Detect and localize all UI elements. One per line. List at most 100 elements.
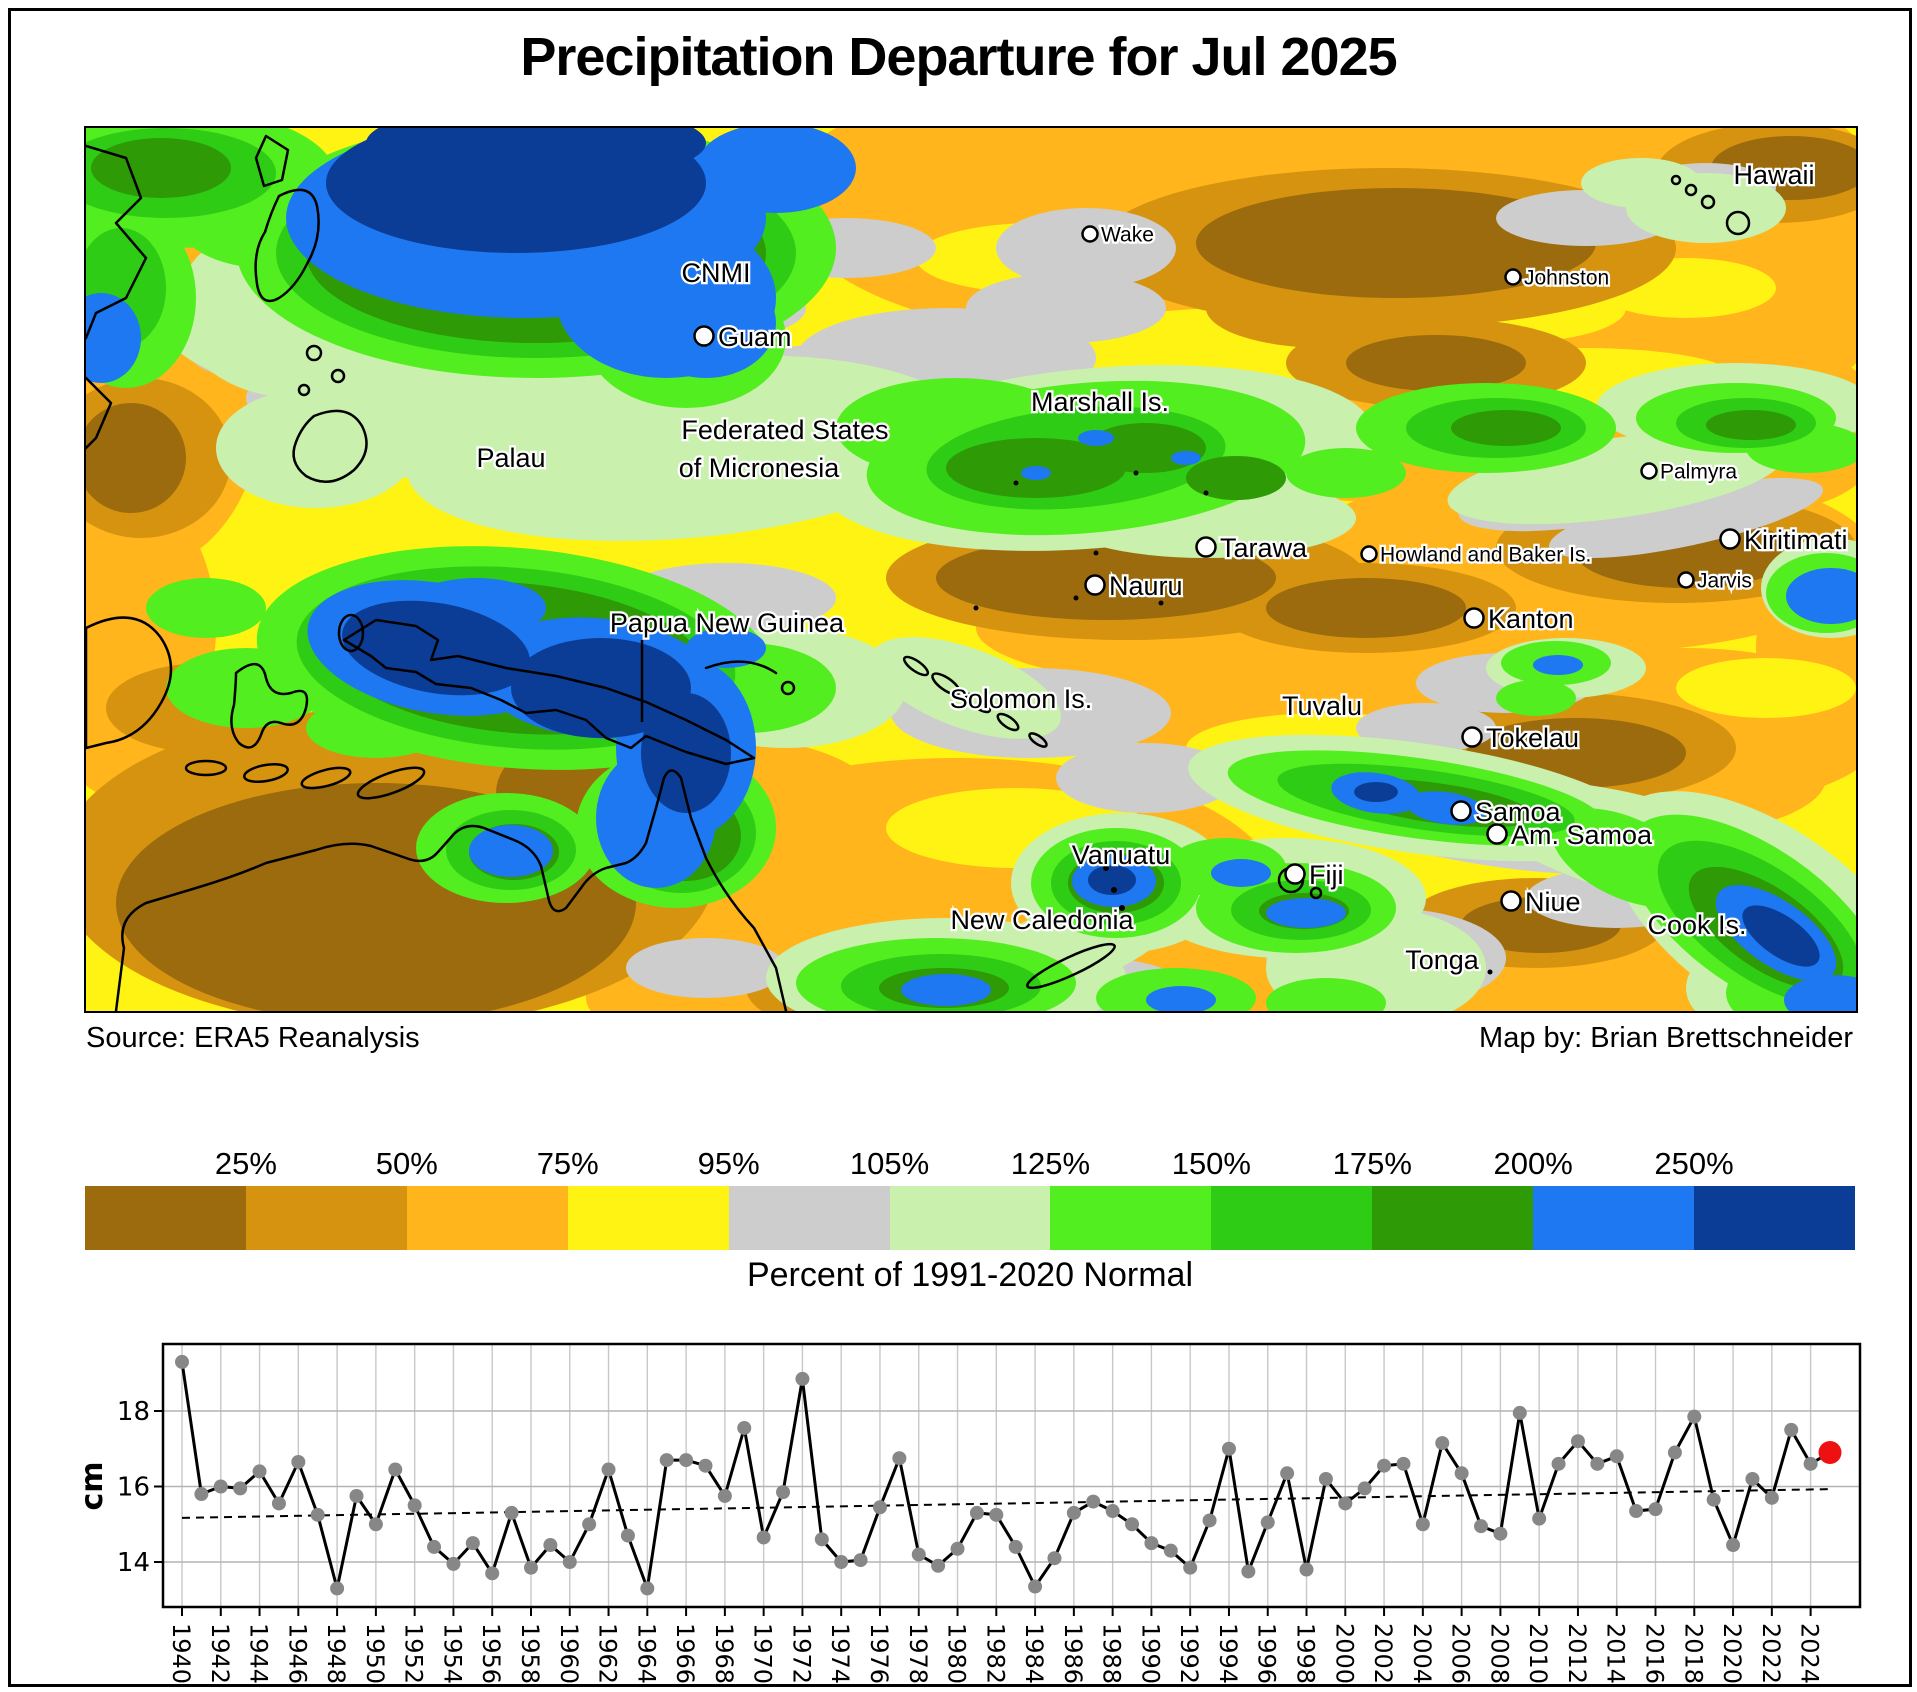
- legend-swatch-7: [1211, 1186, 1373, 1250]
- legend-tick-125: 125%: [1010, 1146, 1091, 1181]
- asia-coast-2: [86, 376, 113, 450]
- lombok-outline: [184, 759, 228, 777]
- map-label-hawaii: Hawaii: [1733, 160, 1814, 190]
- data-point-1959: [543, 1538, 558, 1553]
- map-label-of-micronesia: of Micronesia: [679, 453, 841, 483]
- data-point-1941: [194, 1487, 209, 1502]
- data-point-2013: [1590, 1456, 1605, 1471]
- x-tick-2010: 2010: [1524, 1623, 1552, 1684]
- data-point-1988: [1105, 1504, 1120, 1519]
- x-tick-1952: 1952: [400, 1623, 428, 1684]
- legend-tick-labels: 25% 50% 75% 95% 105% 125% 150% 175% 200% 250%: [0, 1146, 1917, 1182]
- x-tick-1998: 1998: [1292, 1623, 1320, 1684]
- data-point-1981: [969, 1505, 984, 1520]
- data-point-1958: [523, 1560, 538, 1575]
- map-label-cnmi: CNMI: [682, 258, 751, 288]
- map-label-kiritimati: Kiritimati: [1744, 525, 1848, 555]
- map-marker-kanton: [1463, 607, 1485, 629]
- x-tick-1940: 1940: [167, 1623, 195, 1684]
- x-tick-1956: 1956: [477, 1623, 505, 1684]
- timor-outline: [356, 766, 426, 800]
- x-tick-labels: 1940 1942 1944 1946 1948 1950 1952 1954 1956 1958…: [167, 1623, 1824, 1684]
- legend-tick-150: 150%: [1171, 1146, 1251, 1181]
- data-point-1976: [872, 1500, 887, 1515]
- plot-border: [161, 1342, 1862, 1609]
- data-points: [175, 1354, 1842, 1596]
- data-point-2010: [1532, 1511, 1547, 1526]
- legend-tick-200: 200%: [1493, 1146, 1573, 1181]
- data-point-2007: [1474, 1519, 1489, 1534]
- data-point-1975: [853, 1553, 868, 1568]
- data-point-2021: [1745, 1471, 1760, 1486]
- data-point-1993: [1202, 1513, 1217, 1528]
- legend-tick-50: 50%: [375, 1146, 438, 1181]
- map-label-kanton: Kanton: [1488, 604, 1574, 634]
- map-marker-guam: [693, 325, 715, 347]
- solomon-4: [996, 712, 1020, 732]
- map-label-tokelau: Tokelau: [1486, 723, 1579, 753]
- legend-swatch-9: [1533, 1186, 1695, 1250]
- data-point-1980: [950, 1541, 965, 1556]
- x-tick-1976: 1976: [865, 1623, 893, 1684]
- map-label-new-caledonia: New Caledonia: [950, 905, 1134, 935]
- source-text: Source: ERA5 Reanalysis: [86, 1022, 420, 1054]
- data-point-1970: [756, 1530, 771, 1545]
- y-tick-14: 14: [117, 1548, 150, 1578]
- legend-tick-175: 175%: [1332, 1146, 1412, 1181]
- x-tick-2020: 2020: [1718, 1623, 1746, 1684]
- y-tick-16: 16: [117, 1473, 150, 1503]
- map-label-palau: Palau: [476, 443, 545, 473]
- map-marker-johnston: [1504, 268, 1522, 286]
- map-label-marshall-is: Marshall Is.: [1031, 387, 1169, 417]
- map-label-niue: Niue: [1525, 887, 1581, 917]
- page-title: Precipitation Departure for Jul 2025: [520, 27, 1397, 87]
- data-point-2012: [1570, 1434, 1585, 1449]
- data-point-1985: [1047, 1551, 1062, 1566]
- legend-swatch-2: [406, 1186, 568, 1250]
- data-point-1954: [446, 1556, 461, 1571]
- map-label-tonga: Tonga: [1405, 945, 1480, 975]
- data-point-1966: [679, 1453, 694, 1468]
- precipitation-map: CNMI Guam Wake Johnston Hawaii Marshall Is. Pa…: [84, 126, 1858, 1013]
- data-point-2016: [1648, 1502, 1663, 1517]
- map-label-samoa: Samoa: [1475, 797, 1562, 827]
- map-marker-wake: [1081, 225, 1099, 243]
- trend-line: [181, 1488, 1831, 1519]
- series-line: [180, 1361, 1831, 1590]
- data-point-1973: [814, 1532, 829, 1547]
- legend-swatch-3: [567, 1186, 729, 1250]
- map-label-am-samoa: Am. Samoa: [1511, 820, 1653, 850]
- sumbawa-outline: [243, 762, 289, 784]
- data-point-1951: [388, 1462, 403, 1477]
- map-marker-jarvis: [1677, 571, 1695, 589]
- data-point-1972: [795, 1371, 810, 1386]
- data-point-1961: [582, 1517, 597, 1532]
- x-tick-2018: 2018: [1679, 1623, 1707, 1684]
- data-point-2002: [1377, 1458, 1392, 1473]
- data-point-1945: [271, 1496, 286, 1511]
- data-point-1990: [1144, 1536, 1159, 1551]
- legend-swatch-4: [728, 1186, 890, 1250]
- data-point-2000: [1338, 1496, 1353, 1511]
- flores-outline: [300, 766, 352, 790]
- data-point-1956: [485, 1566, 500, 1581]
- hawaii-oahu: [1684, 183, 1698, 197]
- data-point-2005: [1435, 1436, 1450, 1451]
- x-tick-1978: 1978: [904, 1623, 932, 1684]
- legend-tick-105: 105%: [849, 1146, 930, 1181]
- map-marker-fiji: [1284, 863, 1306, 885]
- new-guinea-outline: [342, 618, 756, 766]
- sulawesi-outline: [230, 663, 309, 749]
- x-tick-1986: 1986: [1059, 1623, 1087, 1684]
- map-marker-palmyra: [1640, 462, 1658, 480]
- x-tick-1960: 1960: [555, 1623, 583, 1684]
- solomon-2: [931, 672, 961, 696]
- coastlines: [86, 134, 1751, 1011]
- map-label-nauru: Nauru: [1109, 571, 1183, 601]
- data-point-2018: [1687, 1409, 1702, 1424]
- data-point-1999: [1318, 1471, 1333, 1486]
- map-label-jarvis: Jarvis: [1697, 570, 1752, 593]
- map-marker-howland-and-baker-is: [1360, 545, 1378, 563]
- data-point-2019: [1706, 1492, 1721, 1507]
- legend-tick-95: 95%: [697, 1146, 760, 1181]
